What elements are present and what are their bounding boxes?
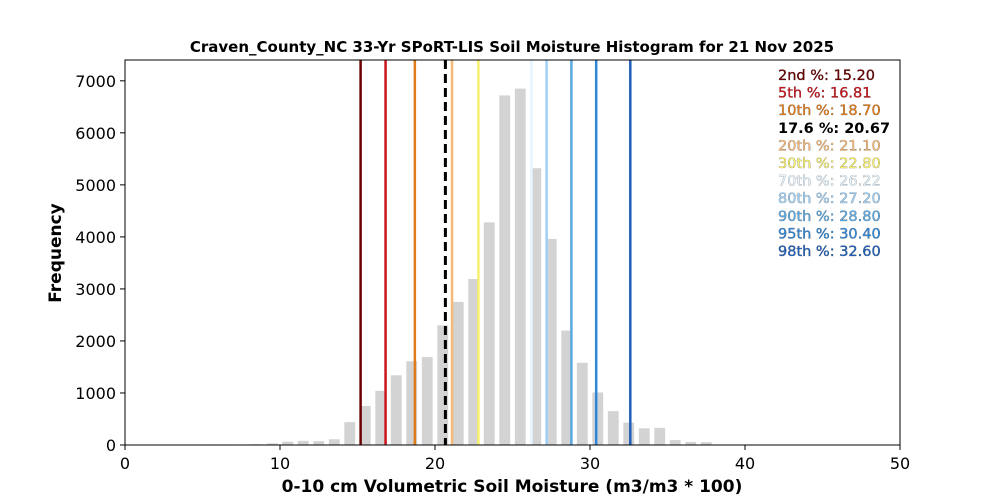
x-axis-label: 0-10 cm Volumetric Soil Moisture (m3/m3 …: [282, 477, 743, 497]
histogram-bar-29: [669, 440, 681, 445]
histogram-bar-27: [638, 428, 650, 445]
legend-entry-0: 2nd %: 15.20: [778, 68, 875, 84]
legend-entry-8: 90th %: 28.80: [778, 209, 881, 225]
y-tick-label-7: 7000: [75, 72, 116, 91]
histogram-bar-28: [654, 427, 666, 445]
histogram-bar-24: [592, 392, 604, 445]
x-tick-label-4: 40: [735, 454, 755, 473]
legend-entry-3: 17.6 %: 20.67: [778, 121, 890, 137]
histogram-bar-23: [576, 362, 588, 445]
legend-entry-2: 10th %: 18.70: [778, 103, 881, 119]
bars-group: [204, 88, 712, 446]
histogram-bar-26: [623, 422, 635, 445]
histogram-bar-19: [514, 88, 526, 446]
y-tick-label-6: 6000: [75, 124, 116, 143]
y-tick-label-3: 3000: [75, 280, 116, 299]
histogram-bar-7: [328, 439, 340, 445]
histogram-bar-13: [421, 357, 433, 445]
histogram-bar-4: [282, 441, 294, 445]
histogram-bar-10: [375, 390, 387, 445]
legend-entry-6: 70th %: 26.22: [778, 174, 881, 190]
x-tick-label-1: 10: [270, 454, 290, 473]
histogram-bar-3: [266, 443, 278, 445]
histogram-bar-31: [700, 442, 712, 445]
histogram-bar-9: [359, 405, 371, 445]
y-tick-label-0: 0: [106, 436, 116, 455]
histogram-bar-6: [313, 441, 325, 445]
chart-title: Craven_County_NC 33-Yr SPoRT-LIS Soil Mo…: [190, 38, 834, 56]
axis-ticks-group: 0 10 20 30 40 50 0 1000 2000 3000 4000 5000 6000 7000: [75, 72, 910, 473]
histogram-bar-22: [561, 330, 573, 445]
histogram-bar-8: [344, 422, 356, 445]
legend-entry-9: 95th %: 30.40: [778, 226, 881, 242]
histogram-bar-12: [406, 361, 418, 445]
y-tick-label-1: 1000: [75, 384, 116, 403]
plot-frame: [124, 59, 901, 446]
histogram-bar-11: [390, 375, 402, 445]
histogram-bar-14: [437, 325, 449, 445]
histogram-bar-15: [452, 301, 464, 445]
histogram-bar-5: [297, 440, 309, 445]
histogram-bar-21: [545, 238, 557, 445]
legend-entry-4: 20th %: 21.10: [778, 138, 881, 154]
histogram-bar-16: [468, 279, 480, 445]
x-tick-label-2: 20: [425, 454, 445, 473]
y-axis-label: Frequency: [46, 203, 66, 303]
x-tick-label-0: 0: [120, 454, 130, 473]
histogram-bar-20: [530, 168, 542, 445]
y-tick-label-2: 2000: [75, 332, 116, 351]
legend-entry-1: 5th %: 16.81: [778, 86, 872, 102]
percentile-lines-group: [359, 60, 632, 445]
histogram-bar-25: [607, 411, 619, 445]
legend-entry-7: 80th %: 27.20: [778, 191, 881, 207]
histogram-bar-30: [685, 441, 697, 445]
histogram-bar-17: [483, 222, 495, 445]
legend-entry-5: 30th %: 22.80: [778, 156, 881, 172]
x-tick-label-3: 30: [580, 454, 600, 473]
histogram-bar-18: [499, 95, 511, 445]
x-tick-label-5: 50: [890, 454, 910, 473]
y-tick-label-5: 5000: [75, 176, 116, 195]
y-tick-label-4: 4000: [75, 228, 116, 247]
legend-entry-10: 98th %: 32.60: [778, 244, 881, 260]
